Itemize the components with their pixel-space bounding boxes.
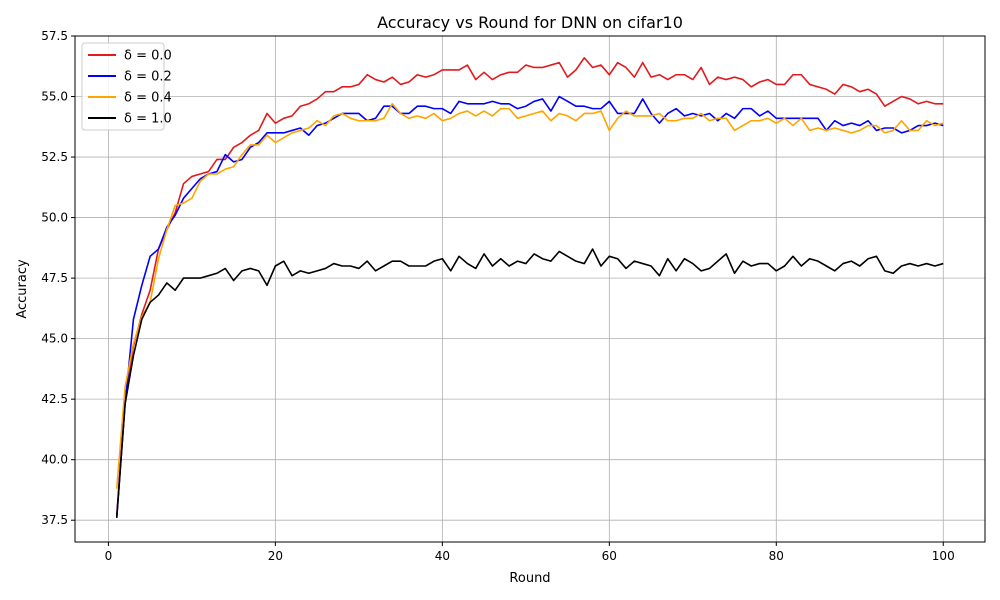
x-tick-label: 60 (602, 549, 617, 563)
x-tick-label: 20 (268, 549, 283, 563)
y-tick-label: 55.0 (41, 90, 68, 104)
y-tick-label: 52.5 (41, 150, 68, 164)
series-line-0 (115, 56, 944, 516)
y-tick-label: 42.5 (41, 392, 68, 406)
legend-box (81, 42, 165, 131)
legend-label-2: δ = 0.4 (124, 91, 172, 106)
x-tick-label: 40 (435, 549, 450, 563)
chart-title: Accuracy vs Round for DNN on cifar10 (377, 13, 683, 32)
y-axis-label: Accuracy (15, 259, 30, 319)
axis-ticks: 0 20 40 60 80 100 37.5 40.0 42.5 45.0 47.5 50.0 52.5… (41, 29, 954, 563)
legend-label-0: δ = 0.0 (124, 49, 172, 64)
y-tick-label: 50.0 (41, 211, 68, 225)
x-tick-label: 100 (932, 549, 955, 563)
y-tick-label: 45.0 (41, 332, 68, 346)
legend-label-3: δ = 1.0 (124, 112, 172, 127)
y-tick-label: 40.0 (41, 453, 68, 467)
plot-frame (74, 35, 986, 543)
x-axis-label: Round (509, 571, 550, 586)
y-tick-label: 47.5 (41, 271, 68, 285)
series-line-3 (115, 248, 944, 518)
series-lines (115, 56, 944, 518)
legend-label-1: δ = 0.2 (124, 70, 172, 85)
legend: δ = 0.0 δ = 0.2 δ = 0.4 δ = 1.0 (81, 42, 172, 131)
x-tick-label: 80 (769, 549, 784, 563)
y-tick-label: 37.5 (41, 513, 68, 527)
series-line-2 (115, 102, 944, 489)
y-tick-label: 57.5 (41, 29, 68, 43)
x-tick-label: 0 (105, 549, 113, 563)
